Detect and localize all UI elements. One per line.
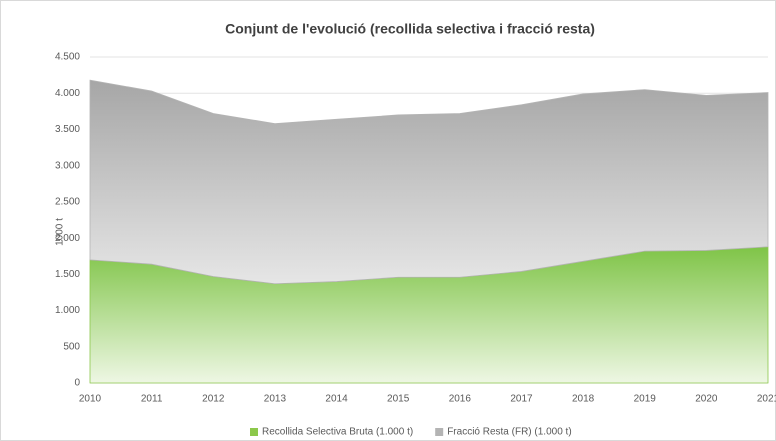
- x-tick-label: 2011: [141, 394, 163, 405]
- x-tick-label: 2016: [449, 394, 472, 405]
- y-tick-label: 4.000: [55, 88, 80, 99]
- y-tick-label: 2.500: [55, 197, 80, 208]
- x-tick-label: 2017: [510, 394, 533, 405]
- y-tick-label: 500: [63, 341, 80, 352]
- x-tick-label: 2010: [79, 394, 102, 405]
- y-tick-label: 4.500: [55, 52, 80, 63]
- x-tick-label: 2013: [264, 394, 287, 405]
- x-tick-label: 2018: [572, 394, 595, 405]
- x-tick-label: 2012: [202, 394, 225, 405]
- x-tick-label: 2019: [634, 394, 657, 405]
- chart-title: Conjunt de l'evolució (recollida selecti…: [225, 21, 595, 37]
- area: [89, 79, 769, 285]
- y-tick-label: 3.500: [55, 124, 80, 135]
- legend-label: Recollida Selectiva Bruta (1.000 t): [262, 427, 413, 438]
- x-tick-label: 2015: [387, 394, 410, 405]
- x-tick-label: 2020: [695, 394, 718, 405]
- legend-swatch: [435, 428, 444, 436]
- y-tick-label: 1.500: [55, 269, 80, 280]
- y-tick-label: 2.000: [55, 233, 80, 244]
- y-tick-label: 0: [74, 378, 80, 389]
- legend-label: Fracció Resta (FR) (1.000 t): [447, 427, 571, 438]
- y-tick-label: 1.000: [55, 305, 80, 316]
- legend-swatch: [250, 428, 258, 436]
- x-tick-label: 2014: [325, 394, 348, 405]
- y-tick-label: 3.000: [55, 160, 80, 171]
- x-tick-label: 2021: [757, 394, 776, 405]
- y-axis-title: 1000 t: [55, 218, 66, 246]
